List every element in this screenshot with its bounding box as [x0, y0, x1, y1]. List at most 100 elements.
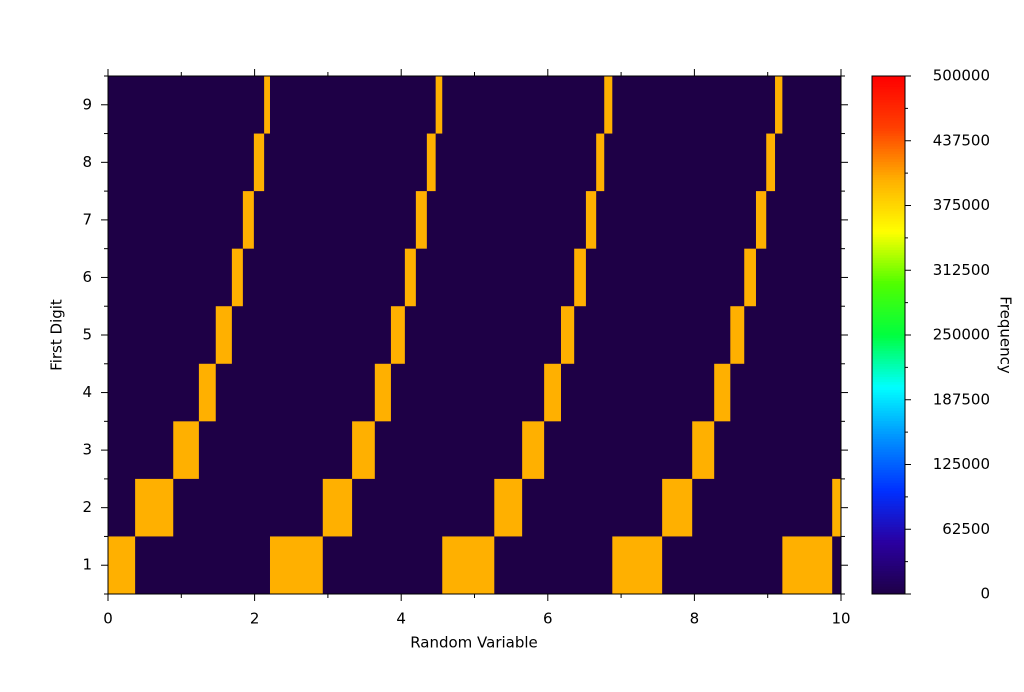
colorbar-band — [872, 518, 905, 522]
colorbar-band — [872, 531, 905, 535]
heat-cell — [173, 421, 199, 479]
colorbar-band — [872, 332, 905, 336]
colorbar-band — [872, 425, 905, 429]
colorbar-band — [872, 301, 905, 305]
colorbar-band — [872, 241, 905, 245]
colorbar-band — [872, 345, 905, 349]
colorbar-band — [872, 399, 905, 403]
heat-cell — [322, 478, 353, 537]
colorbar-band — [872, 143, 905, 147]
heat-cell — [692, 421, 715, 479]
colorbar-band — [872, 371, 905, 375]
heat-cell — [215, 306, 232, 364]
colorbar-band — [872, 257, 905, 261]
y-tick-label: 1 — [82, 556, 92, 574]
colorbar-band — [872, 534, 905, 538]
colorbar-band — [872, 140, 905, 144]
colorbar-band — [872, 278, 905, 282]
colorbar-tick-label: 0 — [980, 585, 990, 603]
colorbar-band — [872, 448, 905, 453]
heat-cell — [352, 421, 375, 479]
y-tick-label: 5 — [82, 326, 92, 344]
colorbar-band — [872, 200, 905, 204]
colorbar-band — [872, 125, 905, 129]
colorbar-band — [872, 451, 905, 455]
colorbar-band — [872, 573, 905, 577]
colorbar-band — [872, 171, 905, 175]
colorbar-band — [872, 342, 905, 346]
colorbar-band — [872, 544, 905, 548]
colorbar-band — [872, 583, 905, 587]
colorbar-band — [872, 588, 905, 592]
colorbar-tick-label: 500000 — [933, 67, 990, 85]
colorbar-band — [872, 187, 905, 191]
heat-cell — [714, 363, 731, 422]
y-tick-label: 7 — [82, 210, 92, 228]
colorbar-band — [872, 252, 905, 256]
colorbar-band — [872, 542, 905, 546]
colorbar-tick-label: 125000 — [933, 455, 990, 473]
colorbar-band — [872, 290, 905, 295]
colorbar-band — [872, 363, 905, 367]
colorbar-band — [872, 151, 905, 155]
colorbar-band — [872, 490, 905, 494]
colorbar-band — [872, 259, 905, 263]
colorbar-band — [872, 285, 905, 289]
colorbar-band — [872, 526, 905, 530]
colorbar-band — [872, 340, 905, 344]
colorbar-band — [872, 591, 905, 595]
colorbar-band — [872, 420, 905, 424]
colorbar-band — [872, 223, 905, 227]
colorbar-band — [872, 145, 905, 150]
colorbar-band — [872, 319, 905, 323]
colorbar-band — [872, 358, 905, 362]
colorbar-band — [872, 280, 905, 284]
colorbar-band — [872, 306, 905, 310]
colorbar-band — [872, 386, 905, 390]
colorbar-band — [872, 208, 905, 212]
heat-cell — [596, 133, 605, 192]
colorbar-band — [872, 226, 905, 230]
x-tick-label: 6 — [543, 610, 553, 628]
colorbar-band — [872, 474, 905, 478]
heat-cell — [264, 76, 270, 134]
heat-cell — [404, 248, 416, 307]
colorbar-band — [872, 117, 905, 121]
colorbar-band — [872, 539, 905, 543]
colorbar-band — [872, 565, 905, 569]
colorbar-band — [872, 586, 905, 590]
colorbar-band — [872, 158, 905, 162]
colorbar-band — [872, 231, 905, 235]
colorbar-band — [872, 469, 905, 473]
colorbar-band — [872, 568, 905, 572]
colorbar-band — [872, 262, 905, 266]
colorbar-band — [872, 391, 905, 396]
colorbar-band — [872, 215, 905, 219]
colorbar-band — [872, 156, 905, 160]
colorbar-band — [872, 428, 905, 432]
colorbar-band — [872, 335, 905, 339]
colorbar-band — [872, 503, 905, 507]
colorbar-band — [872, 275, 905, 279]
colorbar-band — [872, 322, 905, 326]
x-tick-label: 4 — [396, 610, 406, 628]
colorbar-band — [872, 516, 905, 520]
colorbar-band — [872, 498, 905, 502]
colorbar-band — [872, 524, 905, 528]
colorbar-band — [872, 397, 905, 401]
heat-cell — [560, 306, 575, 364]
colorbar-band — [872, 552, 905, 556]
heat-cell — [612, 536, 663, 594]
heat-cell — [426, 133, 436, 192]
colorbar-band — [872, 366, 905, 370]
colorbar-band — [872, 161, 905, 165]
colorbar-band — [872, 210, 905, 214]
colorbar-band — [872, 249, 905, 253]
colorbar-band — [872, 508, 905, 512]
colorbar-tick-label: 437500 — [933, 131, 990, 149]
colorbar-band — [872, 189, 905, 194]
colorbar-band — [872, 288, 905, 292]
colorbar-band — [872, 454, 905, 458]
colorbar-band — [872, 104, 905, 108]
colorbar-band — [872, 537, 905, 541]
